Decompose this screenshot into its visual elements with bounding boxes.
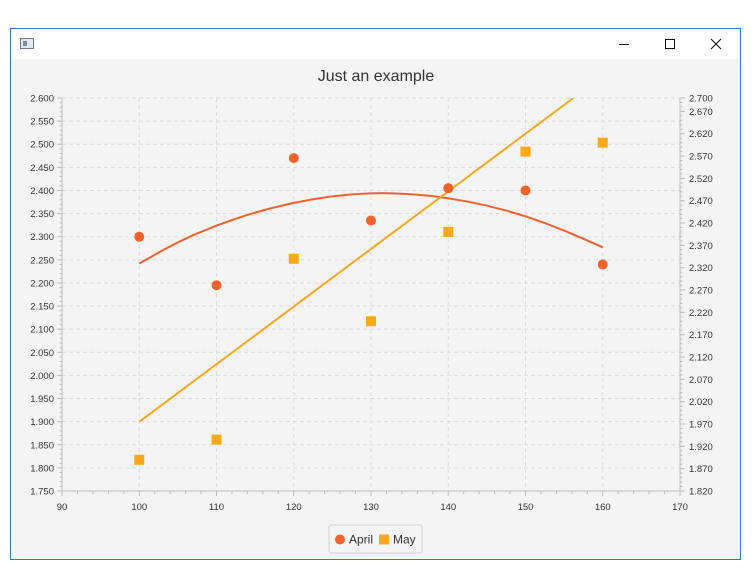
window-app-icon: [20, 38, 34, 49]
y2-tick-label: 2.220: [689, 308, 713, 319]
x-tick-label: 100: [131, 502, 147, 513]
y2-tick-label: 2.700: [689, 94, 713, 105]
y2-tick-label: 2.270: [689, 286, 713, 297]
y-tick-label: 2.400: [30, 186, 54, 197]
may-point: [520, 146, 531, 157]
y-tick-label: 2.550: [30, 117, 54, 128]
may-point: [597, 137, 608, 148]
y-tick-label: 2.450: [30, 163, 54, 174]
close-button[interactable]: [693, 29, 739, 59]
april-point: [597, 259, 608, 270]
x-tick-label: 130: [363, 502, 379, 513]
april-point: [366, 215, 376, 226]
data-points: [134, 137, 608, 465]
y2-tick-label: 1.920: [689, 442, 713, 453]
y-tick-label: 2.100: [30, 325, 54, 336]
x-tick-label: 140: [440, 502, 456, 513]
legend-april-label: April: [349, 533, 373, 547]
y2-tick-label: 2.570: [689, 152, 713, 163]
x-tick-label: 160: [595, 502, 611, 513]
minimize-icon: [619, 44, 629, 45]
maximize-icon: [665, 39, 675, 49]
y2-tick-label: 1.820: [689, 487, 713, 498]
may-point: [288, 253, 299, 264]
y2-tick-label: 2.670: [689, 107, 713, 118]
y2-tick-label: 2.170: [689, 330, 713, 341]
y-tick-label: 2.300: [30, 232, 54, 243]
axes: 90 100 110 120 130 140 150 160 170 1.750 1.800 1.85…: [30, 94, 713, 514]
may-point: [443, 226, 454, 237]
legend-may-label: May: [393, 533, 416, 547]
april-point: [288, 153, 299, 164]
chart-title: Just an example: [318, 68, 435, 85]
x-tick-label: 170: [672, 502, 688, 513]
april-point: [520, 185, 531, 196]
may-point: [134, 454, 145, 465]
trend-lines: [138, 98, 604, 423]
y-tick-label: 1.800: [30, 463, 54, 474]
y2-tick-label: 2.620: [689, 129, 713, 140]
y2-tick-label: 1.970: [689, 420, 713, 431]
legend: April May: [328, 524, 423, 554]
x-tick-label: 150: [518, 502, 534, 513]
may-point: [366, 316, 376, 327]
may-trend-line: [138, 98, 574, 423]
legend-box: [328, 524, 423, 554]
april-point: [134, 231, 145, 242]
y-tick-label: 2.350: [30, 209, 54, 220]
y-tick-label: 2.150: [30, 302, 54, 313]
legend-april-marker: [335, 534, 345, 545]
x-tick-label: 120: [286, 502, 302, 513]
y2-tick-label: 2.070: [689, 375, 713, 386]
april-point: [443, 183, 454, 194]
y-tick-label: 1.950: [30, 394, 54, 405]
y-tick-label: 2.600: [30, 94, 54, 105]
title-bar[interactable]: [11, 29, 740, 59]
y-tick-label: 2.050: [30, 348, 54, 359]
y2-tick-label: 2.120: [689, 353, 713, 364]
y2-tick-label: 2.370: [689, 241, 713, 252]
maximize-button[interactable]: [647, 29, 693, 59]
y2-tick-label: 2.470: [689, 196, 713, 207]
y2-tick-label: 2.320: [689, 263, 713, 274]
y2-tick-label: 1.870: [689, 464, 713, 475]
y2-tick-label: 2.020: [689, 397, 713, 408]
y-tick-label: 2.000: [30, 371, 54, 382]
legend-may-marker: [379, 534, 389, 545]
may-point: [211, 434, 222, 445]
grid-lines: [61, 97, 681, 492]
y-tick-label: 2.500: [30, 140, 54, 151]
april-point: [211, 280, 222, 291]
april-trend-line: [138, 192, 604, 265]
y-tick-label: 2.200: [30, 278, 54, 289]
minimize-button[interactable]: [601, 29, 647, 59]
x-tick-label: 110: [209, 502, 224, 513]
y2-tick-label: 2.520: [689, 174, 713, 185]
y-tick-label: 1.750: [30, 487, 54, 498]
y-tick-label: 1.900: [30, 417, 54, 428]
y2-tick-label: 2.420: [689, 219, 713, 230]
x-tick-label: 90: [57, 502, 68, 513]
close-icon: [710, 38, 722, 50]
y-tick-label: 1.850: [30, 440, 54, 451]
y-tick-label: 2.250: [30, 255, 54, 266]
